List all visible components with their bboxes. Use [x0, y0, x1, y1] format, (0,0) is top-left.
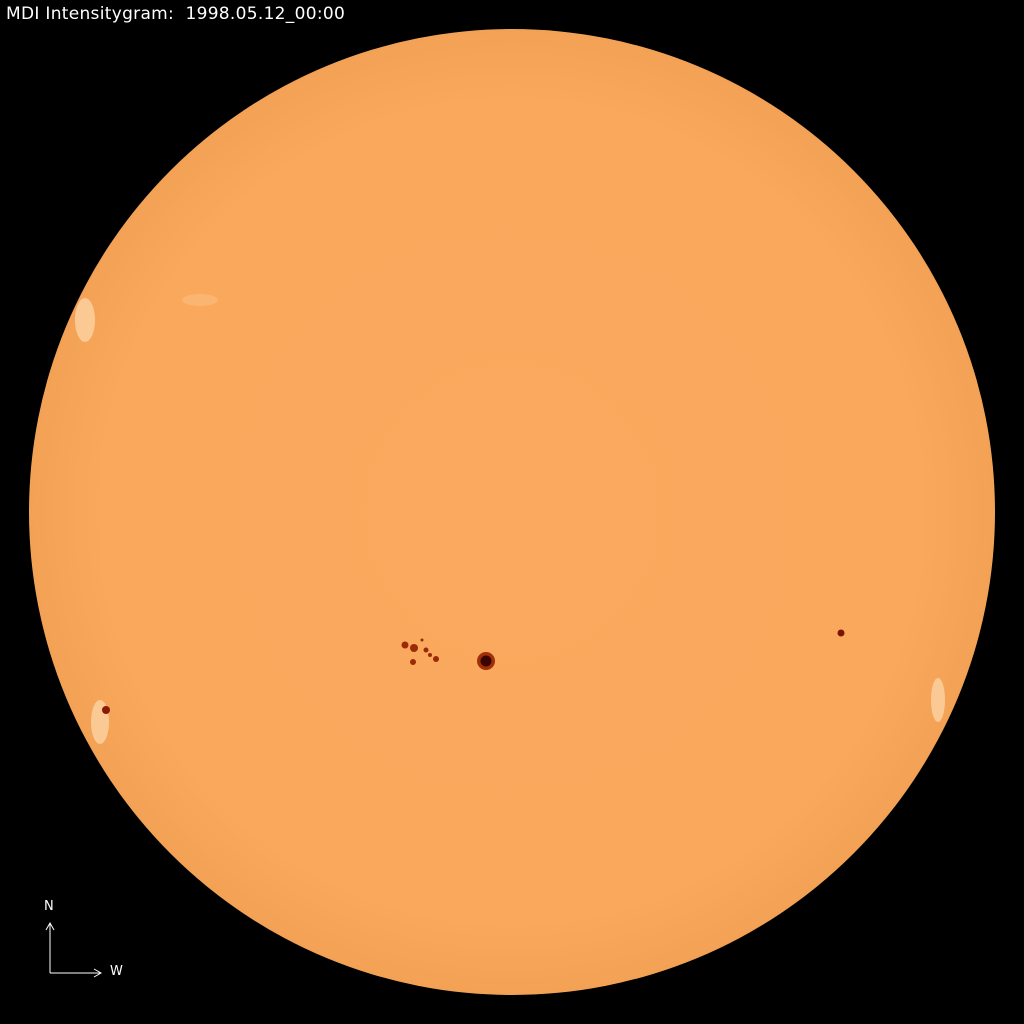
limb-sunspot — [102, 706, 110, 714]
large-sunspot — [477, 652, 495, 670]
west-label: W — [110, 964, 123, 979]
sunspot-group — [401, 638, 439, 665]
faculae — [75, 294, 945, 744]
solar-disk — [29, 29, 995, 995]
compass-arrows — [45, 921, 103, 978]
small-sunspot — [837, 629, 845, 637]
image-title: MDI Intensitygram: 1998.05.12_00:00 — [6, 4, 346, 24]
north-label: N — [44, 899, 54, 914]
